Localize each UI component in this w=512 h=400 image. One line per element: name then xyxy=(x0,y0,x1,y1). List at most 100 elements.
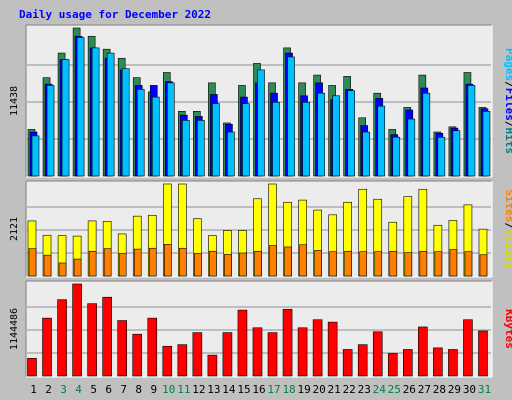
bar-visits-sites-front-24 xyxy=(374,251,383,277)
bar-kbytes-single-21 xyxy=(327,321,338,377)
bar-kbytes-single-5 xyxy=(87,303,97,377)
bar-kbytes-single-2 xyxy=(42,317,52,377)
x-tick-label-6: 6 xyxy=(105,383,112,396)
x-tick-label-2: 2 xyxy=(45,383,52,396)
legend-kbytes: KBytes xyxy=(503,309,512,349)
x-tick-label-22: 22 xyxy=(343,383,356,396)
bar-hits-files-pages-front-18 xyxy=(287,56,295,177)
legend-entry-2: Visits xyxy=(503,229,512,269)
bar-hits-files-pages-front-10 xyxy=(166,82,175,177)
x-tick-label-4: 4 xyxy=(75,383,82,396)
bar-visits-sites-front-7 xyxy=(118,253,127,277)
bar-kbytes-single-7 xyxy=(117,320,127,377)
legend-hits-files-pages: Pages/Files/Hits xyxy=(503,48,512,154)
legend-visits-sites: Sites/Visits xyxy=(503,189,512,269)
x-tick-label-9: 9 xyxy=(150,383,157,396)
bar-hits-files-pages-front-2 xyxy=(46,85,55,177)
bar-hits-files-pages-front-20 xyxy=(317,92,325,177)
x-tick-label-20: 20 xyxy=(313,383,326,396)
x-tick-label-18: 18 xyxy=(282,383,295,396)
bar-hits-files-pages-front-4 xyxy=(76,37,85,177)
bar-hits-files-pages-front-30 xyxy=(467,85,476,177)
x-tick-label-31: 31 xyxy=(478,383,491,396)
bar-hits-files-pages-front-9 xyxy=(151,96,160,177)
y-axis-max-label: 1144486 xyxy=(9,308,20,350)
legend-entry-0: Sites xyxy=(503,189,512,222)
bar-hits-files-pages-front-29 xyxy=(452,130,461,177)
bar-visits-sites-front-30 xyxy=(464,251,473,277)
bar-visits-sites-front-2 xyxy=(43,254,52,277)
bar-hits-files-pages-front-14 xyxy=(227,131,235,177)
bar-hits-files-pages-front-16 xyxy=(257,69,265,177)
bar-visits-sites-front-18 xyxy=(284,246,292,277)
bar-kbytes-single-31 xyxy=(478,330,488,377)
bar-hits-files-pages-front-21 xyxy=(332,95,340,177)
bar-kbytes-single-22 xyxy=(342,349,353,377)
bar-visits-sites-front-25 xyxy=(389,250,398,277)
x-tick-label-1: 1 xyxy=(30,383,37,396)
x-tick-label-21: 21 xyxy=(328,383,341,396)
legend-entry-2: Files xyxy=(503,88,512,121)
legend-entry-3: / xyxy=(503,121,512,128)
bar-hits-files-pages-front-19 xyxy=(302,101,310,177)
bar-visits-sites-front-20 xyxy=(314,250,322,277)
bar-hits-files-pages-front-26 xyxy=(407,118,416,177)
bar-kbytes-single-6 xyxy=(102,296,112,377)
bar-kbytes-single-20 xyxy=(312,319,323,377)
chart-title: Daily usage for December 2022 xyxy=(19,8,211,21)
bar-kbytes-single-10 xyxy=(162,345,173,377)
x-tick-label-13: 13 xyxy=(207,383,220,396)
bar-kbytes-single-15 xyxy=(237,309,248,377)
bar-visits-sites-front-27 xyxy=(419,250,428,277)
bar-visits-sites-front-22 xyxy=(344,250,352,277)
bar-kbytes-single-30 xyxy=(463,319,473,377)
x-tick-label-26: 26 xyxy=(403,383,416,396)
x-tick-label-16: 16 xyxy=(252,383,265,396)
bar-kbytes-single-23 xyxy=(357,344,368,377)
x-tick-label-24: 24 xyxy=(373,383,387,396)
bar-kbytes-single-1 xyxy=(27,358,37,377)
bar-hits-files-pages-front-25 xyxy=(392,136,401,177)
bar-hits-files-pages-front-5 xyxy=(91,47,100,177)
bar-hits-files-pages-front-1 xyxy=(31,135,40,177)
bar-kbytes-single-13 xyxy=(207,354,218,377)
bar-kbytes-single-19 xyxy=(297,327,308,377)
bar-visits-sites-front-31 xyxy=(479,254,488,277)
bar-hits-files-pages-front-7 xyxy=(121,68,130,177)
bar-visits-sites-front-16 xyxy=(254,250,262,277)
x-tick-label-28: 28 xyxy=(433,383,446,396)
bar-visits-sites-front-8 xyxy=(133,248,142,277)
bar-hits-files-pages-front-6 xyxy=(106,52,115,177)
bar-hits-files-pages-front-15 xyxy=(242,103,250,177)
x-tick-label-19: 19 xyxy=(297,383,310,396)
x-axis-labels: 1 2 3 4 5 6 7 8 9 10 11 12 13 14 15 16 17 18 19 20 21 22 23 24 2… xyxy=(30,383,491,396)
bar-hits-files-pages-front-31 xyxy=(482,111,491,177)
bar-visits-sites-front-19 xyxy=(299,244,307,277)
bar-visits-sites-front-17 xyxy=(269,245,277,277)
legend-entry-1: / xyxy=(503,222,512,229)
bar-visits-sites-front-12 xyxy=(194,253,202,277)
x-tick-label-27: 27 xyxy=(418,383,431,396)
legend-entry-0: Pages xyxy=(503,48,512,81)
panel-visits-sites: 2121 Sites/Visits xyxy=(9,180,512,278)
x-tick-label-11: 11 xyxy=(177,383,190,396)
bar-kbytes-single-18 xyxy=(282,308,293,377)
bar-kbytes-single-8 xyxy=(132,333,143,377)
x-tick-label-25: 25 xyxy=(388,383,401,396)
bar-hits-files-pages-front-3 xyxy=(61,59,70,177)
bar-visits-sites-front-6 xyxy=(103,248,112,277)
bar-visits-sites-front-13 xyxy=(209,250,217,277)
x-tick-label-10: 10 xyxy=(162,383,175,396)
bar-kbytes-single-4 xyxy=(72,283,82,377)
bar-hits-files-pages-front-12 xyxy=(197,120,205,177)
bar-kbytes-single-25 xyxy=(387,353,398,377)
bar-hits-files-pages-front-17 xyxy=(272,101,280,177)
bar-kbytes-single-16 xyxy=(252,327,263,377)
bar-visits-sites-front-21 xyxy=(329,251,337,277)
y-axis-max-label: 2121 xyxy=(9,217,20,241)
bar-hits-files-pages-front-8 xyxy=(136,89,145,177)
bar-hits-files-pages-front-22 xyxy=(347,90,355,177)
bar-visits-sites-front-10 xyxy=(163,244,172,277)
